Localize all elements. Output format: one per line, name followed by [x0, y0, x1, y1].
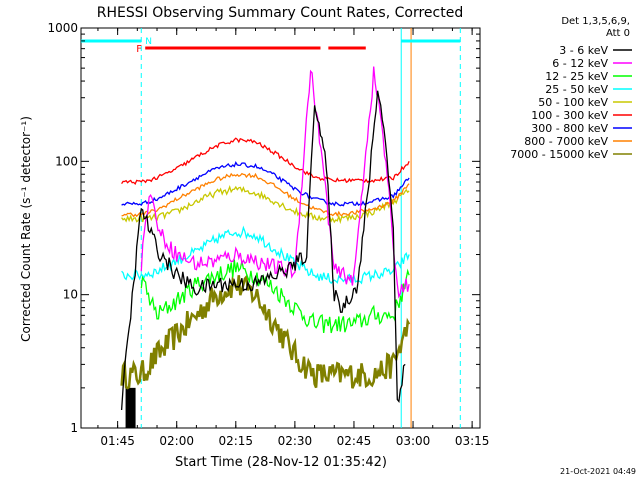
- legend-label: 100 - 300 keV: [531, 109, 608, 122]
- plot-frame: [80, 27, 481, 429]
- series-line: [121, 225, 410, 285]
- legend-label: 3 - 6 keV: [559, 44, 608, 57]
- chart-title: RHESSI Observing Summary Count Rates, Co…: [97, 5, 463, 21]
- flag-bars: FN: [81, 37, 461, 55]
- legend-header: Det 1,3,5,6,9,: [561, 16, 630, 27]
- legend-label: 25 - 50 keV: [545, 83, 608, 96]
- axes-layer: 01:45 02:00 02:15 02:30 02:45 03:00 03:15 1 10 10…: [47, 21, 489, 448]
- series-line: [120, 274, 411, 390]
- series-line: [121, 185, 410, 225]
- footer-date: 21-Oct-2021 04:49: [560, 467, 636, 476]
- series-line: [121, 161, 410, 207]
- series-layer: [120, 66, 411, 411]
- legend-label: 800 - 7000 keV: [524, 135, 608, 148]
- y-tick-label: 1: [70, 421, 78, 435]
- x-tick-label: 02:00: [159, 434, 194, 448]
- low-rate-block: [125, 387, 136, 428]
- x-tick-label: 03:15: [455, 434, 490, 448]
- legend-header: Att 0: [606, 28, 630, 39]
- x-tick-label: 01:45: [100, 434, 135, 448]
- legend-label: 6 - 12 keV: [552, 57, 608, 70]
- series-line: [140, 259, 410, 334]
- night-flag-label: N: [145, 37, 152, 47]
- legend-label: 12 - 25 keV: [545, 70, 608, 83]
- x-axis-label: Start Time (28-Nov-12 01:35:42): [175, 455, 387, 470]
- x-tick-label: 03:00: [396, 434, 431, 448]
- y-tick-label: 100: [55, 154, 78, 168]
- flare-flag-label: F: [136, 44, 142, 55]
- legend-label: 50 - 100 keV: [538, 96, 608, 109]
- y-axis-label: Corrected Count Rate (s⁻¹ detector⁻¹): [19, 116, 33, 342]
- x-tick-label: 02:30: [278, 434, 313, 448]
- y-tick-label: 10: [63, 288, 78, 302]
- legend-label: 7000 - 15000 keV: [510, 148, 608, 161]
- x-tick-label: 02:15: [218, 434, 253, 448]
- series-line: [120, 90, 406, 411]
- series-line: [121, 172, 410, 218]
- legend-label: 300 - 800 keV: [531, 122, 608, 135]
- y-tick-label: 1000: [47, 21, 78, 35]
- series-line: [140, 66, 410, 299]
- x-tick-label: 02:45: [337, 434, 372, 448]
- series-line: [121, 137, 410, 186]
